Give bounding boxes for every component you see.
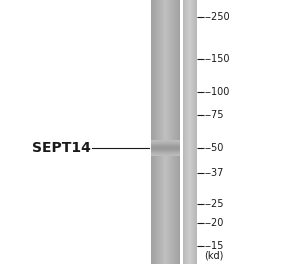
Text: --250: --250 (205, 12, 230, 22)
Text: --100: --100 (205, 87, 230, 97)
Text: --50: --50 (205, 143, 224, 153)
Text: --37: --37 (205, 168, 224, 178)
Text: --25: --25 (205, 199, 224, 209)
Text: --75: --75 (205, 110, 224, 120)
Text: (kd): (kd) (205, 250, 224, 260)
Text: --15: --15 (205, 241, 224, 251)
Text: SEPT14: SEPT14 (32, 141, 91, 155)
Text: --150: --150 (205, 54, 230, 64)
Text: --20: --20 (205, 218, 224, 228)
